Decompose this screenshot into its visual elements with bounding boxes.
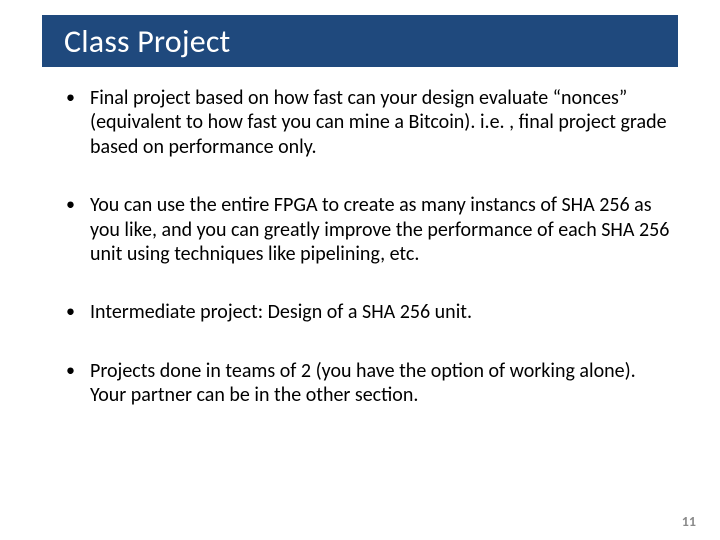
bullet-item: • Intermediate project: Design of a SHA … (66, 300, 670, 324)
bullet-dot-icon: • (66, 193, 90, 266)
bullet-item: • Final project based on how fast can yo… (66, 86, 670, 159)
bullet-text: Final project based on how fast can your… (90, 86, 670, 159)
bullet-text: You can use the entire FPGA to create as… (90, 193, 670, 266)
content-area: • Final project based on how fast can yo… (66, 86, 670, 442)
title-bar: Class Project (42, 15, 678, 67)
bullet-dot-icon: • (66, 300, 90, 324)
bullet-text: Projects done in teams of 2 (you have th… (90, 359, 670, 408)
bullet-dot-icon: • (66, 359, 90, 408)
bullet-item: • You can use the entire FPGA to create … (66, 193, 670, 266)
bullet-dot-icon: • (66, 86, 90, 159)
bullet-text: Intermediate project: Design of a SHA 25… (90, 300, 670, 324)
page-number: 11 (682, 513, 696, 530)
slide-title: Class Project (64, 22, 230, 61)
bullet-item: • Projects done in teams of 2 (you have … (66, 359, 670, 408)
